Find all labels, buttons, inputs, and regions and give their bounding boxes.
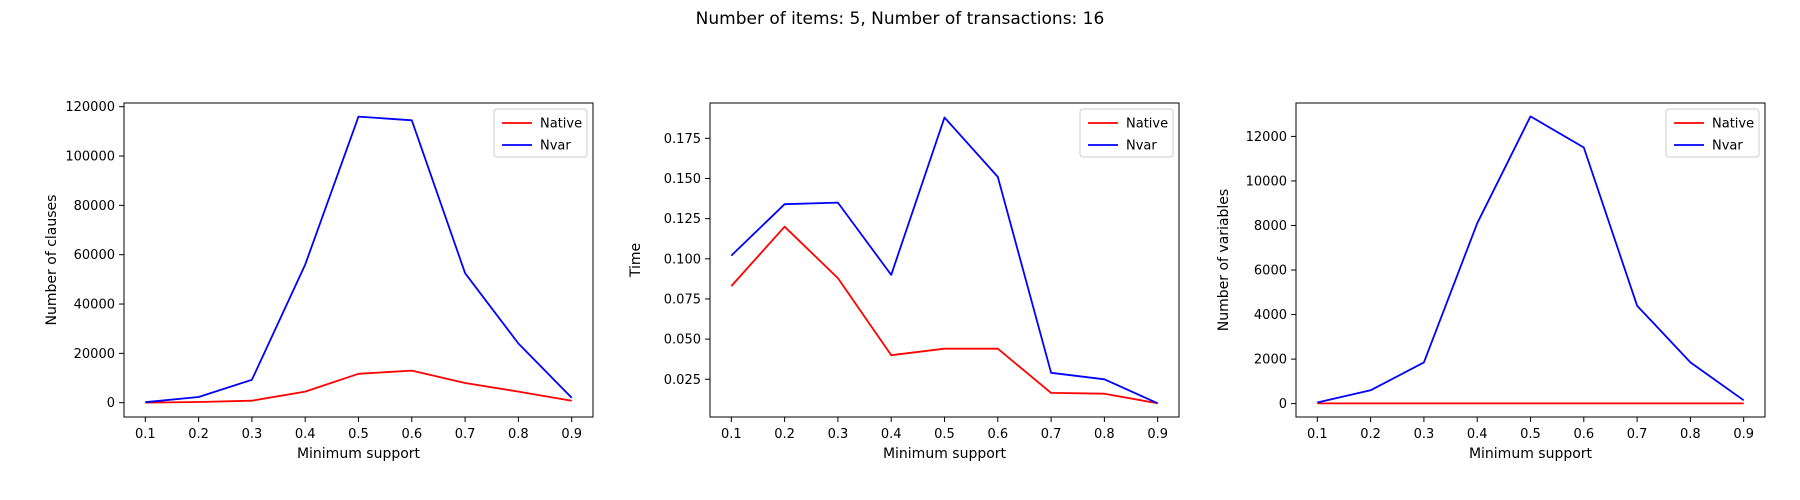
- x-tick-label-clauses: 0.2: [188, 427, 209, 442]
- legend-label-native-variables: Native: [1712, 117, 1754, 132]
- y-tick-label-variables: 0: [1279, 397, 1287, 412]
- x-tick-label-clauses: 0.9: [561, 427, 582, 442]
- x-tick-label-time: 0.2: [774, 427, 795, 442]
- x-tick-label-variables: 0.4: [1467, 427, 1488, 442]
- x-tick-label-variables: 0.5: [1520, 427, 1541, 442]
- x-tick-label-variables: 0.8: [1680, 427, 1701, 442]
- x-axis-label-time: Minimum support: [883, 446, 1007, 462]
- y-tick-label-time: 0.175: [664, 132, 701, 147]
- x-axis-label-clauses: Minimum support: [297, 446, 421, 462]
- x-tick-label-time: 0.4: [881, 427, 902, 442]
- series-line-nvar-clauses: [145, 115, 573, 404]
- x-tick-label-variables: 0.6: [1573, 427, 1594, 442]
- series-line-native-clauses: [145, 369, 572, 404]
- y-axis-label-time: Time: [628, 243, 644, 278]
- subplot-clauses: 0.1 0.2 0.3 0.4 0.5 0.6 0.7 0.8 0.9 0 20000 40000 60…: [44, 100, 594, 462]
- y-tick-label-time: 0.100: [664, 252, 701, 267]
- x-tick-label-clauses: 0.5: [348, 427, 369, 442]
- figure-suptitle: Number of items: 5, Number of transactio…: [696, 9, 1105, 29]
- y-tick-label-clauses: 20000: [74, 347, 115, 362]
- x-tick-label-clauses: 0.3: [242, 427, 263, 442]
- y-tick-label-variables: 10000: [1246, 174, 1287, 189]
- x-tick-label-clauses: 0.1: [135, 427, 156, 442]
- y-tick-label-time: 0.025: [664, 373, 701, 388]
- x-tick-label-time: 0.7: [1041, 427, 1062, 442]
- legend-clauses: Native Nvar: [493, 108, 588, 158]
- y-tick-label-time: 0.125: [664, 212, 701, 227]
- y-axis-label-clauses: Number of clauses: [44, 195, 60, 326]
- y-tick-label-variables: 8000: [1254, 219, 1287, 234]
- x-axis-label-variables: Minimum support: [1469, 446, 1593, 462]
- legend-variables: Native Nvar: [1665, 108, 1760, 158]
- x-tick-label-clauses: 0.6: [401, 427, 422, 442]
- y-tick-label-clauses: 100000: [65, 150, 115, 165]
- subplot-variables: 0.1 0.2 0.3 0.4 0.5 0.6 0.7 0.8 0.9 0 2000 4000 6000…: [1216, 102, 1766, 462]
- x-tick-label-time: 0.6: [987, 427, 1008, 442]
- legend-label-nvar-clauses: Nvar: [540, 139, 571, 154]
- x-tick-label-time: 0.3: [828, 427, 849, 442]
- x-tick-label-variables: 0.1: [1307, 427, 1328, 442]
- legend-label-native-clauses: Native: [540, 117, 582, 132]
- x-tick-label-clauses: 0.4: [295, 427, 316, 442]
- x-tick-label-variables: 0.3: [1414, 427, 1435, 442]
- subplot-time: 0.1 0.2 0.3 0.4 0.5 0.6 0.7 0.8 0.9 0.025 0.050 0.0…: [628, 102, 1180, 462]
- y-tick-label-clauses: 0: [107, 396, 115, 411]
- y-tick-label-time: 0.050: [664, 333, 701, 348]
- x-tick-label-time: 0.9: [1147, 427, 1168, 442]
- x-tick-label-time: 0.5: [934, 427, 955, 442]
- legend-time: Native Nvar: [1079, 108, 1174, 158]
- legend-label-native-time: Native: [1126, 117, 1168, 132]
- x-tick-label-time: 0.8: [1094, 427, 1115, 442]
- y-tick-label-variables: 4000: [1254, 308, 1287, 323]
- x-tick-label-variables: 0.9: [1733, 427, 1754, 442]
- series-line-native-time: [730, 225, 1158, 405]
- x-tick-label-variables: 0.7: [1627, 427, 1648, 442]
- x-tick-label-clauses: 0.8: [508, 427, 529, 442]
- y-tick-label-clauses: 80000: [74, 199, 115, 214]
- y-tick-label-clauses: 120000: [65, 100, 115, 115]
- y-tick-label-time: 0.075: [664, 292, 701, 307]
- series-line-nvar-time: [730, 116, 1159, 405]
- y-axis-label-variables: Number of variables: [1216, 189, 1232, 331]
- x-tick-label-variables: 0.2: [1360, 427, 1381, 442]
- y-tick-label-time: 0.150: [664, 172, 701, 187]
- y-tick-label-variables: 12000: [1246, 130, 1287, 145]
- legend-label-nvar-time: Nvar: [1126, 139, 1157, 154]
- x-tick-label-time: 0.1: [721, 427, 742, 442]
- y-tick-label-clauses: 40000: [74, 298, 115, 313]
- legend-label-nvar-variables: Nvar: [1712, 139, 1743, 154]
- y-tick-label-variables: 6000: [1254, 264, 1287, 279]
- y-tick-label-clauses: 60000: [74, 248, 115, 263]
- series-line-nvar-variables: [1317, 115, 1745, 404]
- y-tick-label-variables: 2000: [1254, 353, 1287, 368]
- x-tick-label-clauses: 0.7: [455, 427, 476, 442]
